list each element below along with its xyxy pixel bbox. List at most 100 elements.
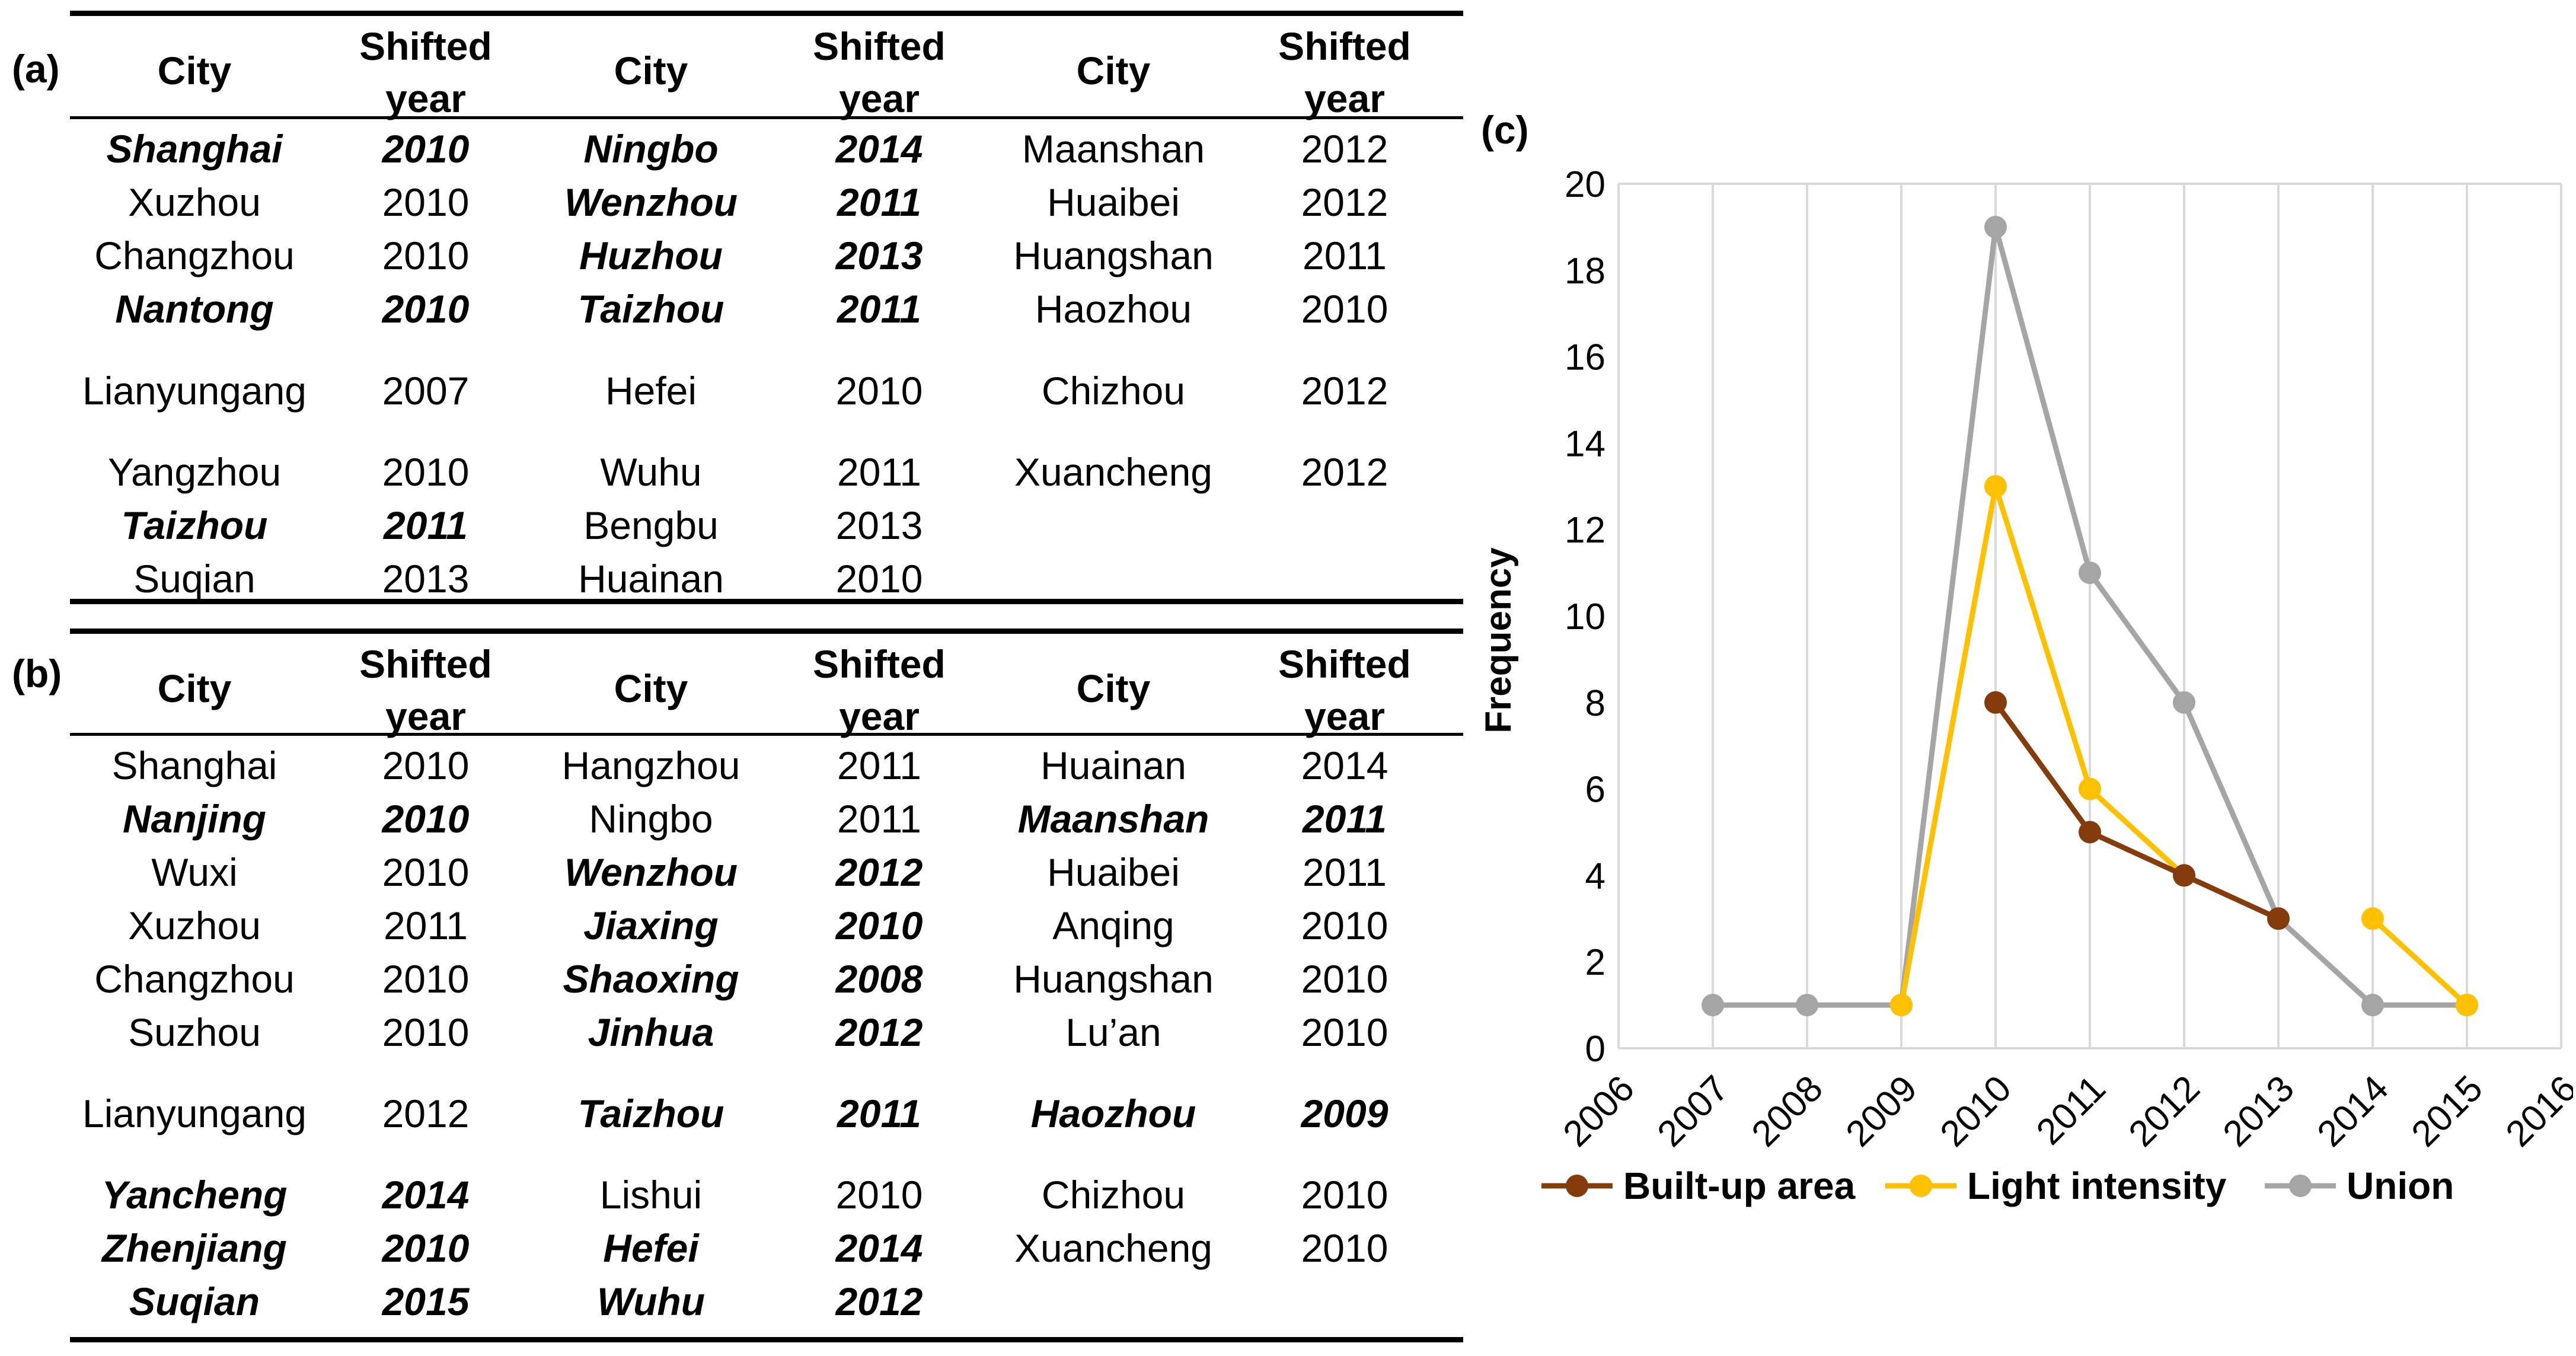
panel_a-top-rule	[70, 11, 1463, 16]
panel_b-cell: Nanjing	[123, 797, 266, 841]
panel_b-header-4: City	[1076, 666, 1151, 710]
panel_b-header-rule	[70, 733, 1463, 736]
panel_b-cell: Lianyungang	[82, 1092, 307, 1135]
panel_b-cell: Lishui	[599, 1173, 703, 1217]
panel_a-cell: 2011	[837, 287, 921, 331]
panel_b-cell: 2012	[835, 1280, 923, 1323]
panel_b-cell: 2011	[837, 744, 921, 787]
panel_b-cell: 2010	[1301, 904, 1388, 947]
table-b: City Shifted year City Shifted year City Shif…	[70, 628, 1463, 1346]
y-tick-label: 18	[1565, 251, 1605, 292]
data-point	[1796, 994, 1818, 1017]
legend-label: Built-up area	[1623, 1164, 1856, 1207]
panel_b-cell: Shanghai	[111, 744, 277, 787]
panel_b-cell: Wuxi	[151, 850, 238, 894]
panel_a-cell: 2010	[382, 287, 470, 331]
panel_b-top-rule	[70, 628, 1463, 634]
panel_a-cell: Hefei	[605, 369, 697, 413]
panel_b-cell: Maanshan	[1017, 797, 1209, 841]
data-point	[2361, 994, 2384, 1017]
x-tick-label: 2009	[1838, 1068, 1925, 1154]
panel_a-cell: 2013	[835, 234, 923, 277]
data-point	[1984, 691, 2007, 714]
legend-label: Light intensity	[1967, 1164, 2227, 1207]
series-built-up-area	[1984, 691, 2290, 930]
legend-swatch-marker	[1910, 1175, 1932, 1197]
panel_b-cell: Xuzhou	[128, 904, 261, 947]
panel_a-cell: 2013	[382, 557, 470, 601]
panel_a-header-2: City	[614, 49, 688, 92]
panel_b-cell: 2011	[1303, 797, 1387, 841]
panel_b-cell: Shaoxing	[563, 957, 739, 1001]
y-tick-label: 2	[1585, 942, 1605, 983]
panel_b-cell: Chizhou	[1041, 1173, 1186, 1217]
panel_a-cell: Taizhou	[577, 287, 724, 331]
panel_a-cell: Huainan	[578, 557, 724, 601]
panel_a-cell: 2007	[382, 369, 470, 413]
x-tick-label: 2010	[1933, 1068, 2019, 1154]
panel_b-cell: 2010	[382, 797, 470, 841]
panel_a-header-rule	[70, 116, 1463, 119]
data-point	[2079, 561, 2101, 585]
panel_b-cell: Jinhua	[588, 1010, 714, 1054]
data-point	[1984, 475, 2007, 498]
panel_a-cell: Wenzhou	[564, 180, 738, 224]
panel_b-cell: 2011	[837, 797, 921, 841]
panel_b-cell: Lu’an	[1065, 1010, 1161, 1054]
panel_b-cell: Huangshan	[1013, 957, 1214, 1001]
panel_b-cell: 2010	[382, 744, 470, 787]
y-tick-label: 8	[1585, 683, 1605, 724]
x-tick-label: 2014	[2310, 1068, 2396, 1154]
panel_b-cell: 2014	[835, 1226, 923, 1270]
data-point	[2361, 907, 2384, 930]
panel_a-cell: Bengbu	[583, 503, 719, 547]
panel_a-cell: 2010	[382, 127, 470, 171]
y-axis-title: Frequency	[1478, 547, 1519, 733]
panel_a-bottom-rule	[70, 599, 1463, 604]
panel_b-cell: 2009	[1301, 1092, 1388, 1135]
data-point	[2079, 777, 2101, 800]
panel_b-cell: 2010	[1301, 1173, 1388, 1217]
x-tick-label: 2007	[1650, 1068, 1737, 1154]
panel_a-cell: Maanshan	[1022, 127, 1205, 171]
panel_a-cell: Xuzhou	[128, 180, 261, 224]
panel_a-header-4: City	[1076, 49, 1151, 92]
data-point	[2267, 907, 2290, 930]
y-tick-label: 0	[1585, 1029, 1605, 1070]
y-tick-label: 4	[1585, 856, 1605, 896]
panel_a-header-1: Shifted year	[359, 24, 492, 120]
panel_a-cell: Wuhu	[600, 450, 702, 494]
panel_a-header-3: Shifted year	[813, 24, 946, 120]
data-point	[2173, 864, 2195, 887]
series-line	[2370, 916, 2469, 1007]
panel_b-cell: 2011	[837, 1092, 921, 1135]
panel_b-header-2: City	[614, 666, 688, 710]
x-tick-label: 2008	[1744, 1068, 1831, 1154]
panel_b-cell: Changzhou	[94, 957, 295, 1001]
panel_a-cell: 2010	[835, 369, 923, 413]
panel_a-cell: 2010	[382, 450, 470, 494]
x-tick-label: 2011	[2029, 1068, 2114, 1153]
series-line	[1993, 701, 2280, 921]
gridlines	[1617, 184, 2562, 1048]
panel_b-cell: 2010	[1301, 957, 1388, 1001]
panel_b-cell: 2012	[835, 1010, 923, 1054]
x-tick-label: 2016	[2498, 1068, 2573, 1154]
panel_b-cell: Jiaxing	[583, 904, 719, 947]
panel_a-cell: 2011	[1303, 234, 1387, 277]
table-a: City Shifted year City Shifted year City Shif…	[70, 11, 1463, 604]
panel_b-cell: Taizhou	[577, 1092, 724, 1135]
series-line	[1898, 483, 2186, 1006]
panel_b-cell: 2015	[382, 1280, 470, 1323]
y-tick-label: 10	[1565, 596, 1605, 637]
panel_a-cell: Suqian	[133, 557, 256, 601]
panel_a-cell: Huzhou	[579, 234, 723, 277]
panel_b-cell: 2008	[835, 957, 923, 1001]
panel-b-label: (b)	[12, 652, 62, 695]
panel-a-label: (a)	[12, 47, 60, 91]
panel_a-header-5: Shifted year	[1278, 24, 1411, 120]
legend-label: Union	[2347, 1164, 2454, 1207]
panel_a-cell: Taizhou	[121, 503, 268, 547]
panel_b-cell: Wuhu	[596, 1280, 706, 1323]
